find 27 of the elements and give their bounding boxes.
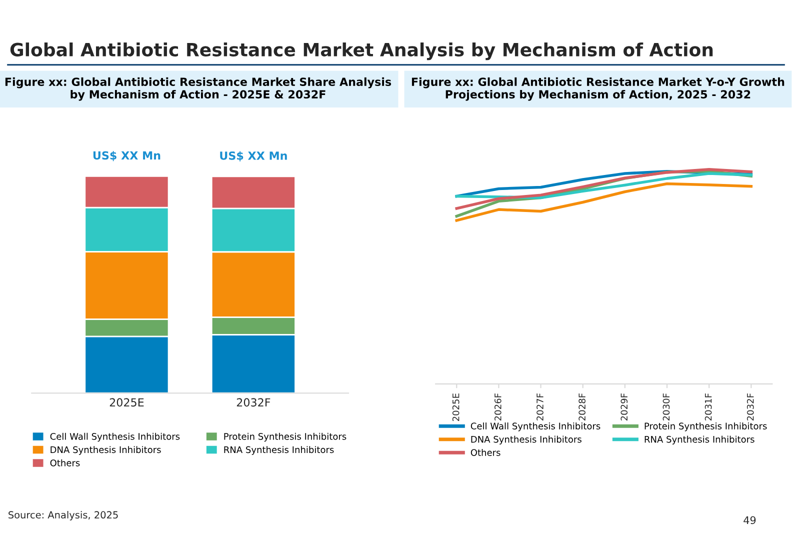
- legend-label: DNA Synthesis Inhibitors: [471, 436, 582, 444]
- x-tick-label: 2029F: [620, 393, 628, 420]
- x-tick-label: 2028F: [578, 393, 586, 420]
- x-tick-label: 2027F: [536, 393, 544, 420]
- legend-label: Cell Wall Synthesis Inhibitors: [470, 422, 600, 432]
- text: US$ XX Mn: [93, 151, 160, 162]
- chart-title: Figure xx: Global Antibiotic Resistance Market Y-o-Y Growth Projections by Mechanism of Action, 2025 - 2032: [412, 77, 784, 101]
- x-tick-label: 2025E: [452, 394, 460, 421]
- legend-label: Others: [470, 448, 500, 456]
- x-tick-label: 2030F: [662, 393, 670, 420]
- legend-label: Protein Synthesis Inhibitors: [224, 432, 346, 442]
- text: US$ XX Mn: [220, 151, 287, 162]
- legend-label: DNA Synthesis Inhibitors: [50, 446, 161, 455]
- chart-title: Figure xx: Global Antibiotic Resistance Market Share Analysis by Mechanism of Action - 2025E & 2032F: [5, 77, 392, 101]
- legend-label: RNA Synthesis Inhibitors: [644, 436, 754, 444]
- x-tick-label: 2025E: [110, 398, 144, 407]
- legend-label: Cell Wall Synthesis Inhibitors: [50, 432, 180, 442]
- source-note: Source: Analysis, 2025: [8, 510, 118, 520]
- x-tick-label: 2026F: [494, 393, 502, 420]
- x-tick-label: 2032F: [236, 398, 270, 407]
- x-tick-label: 2031F: [704, 393, 712, 420]
- legend-label: Others: [50, 459, 80, 466]
- text: Global Antibiotic Resistance Market Analysis by Mechanism of Action: [10, 42, 713, 60]
- legend-label: RNA Synthesis Inhibitors: [224, 446, 334, 455]
- x-tick-label: 2032F: [746, 393, 754, 420]
- text: 49: [744, 516, 756, 524]
- legend-label: Protein Synthesis Inhibitors: [644, 422, 767, 432]
